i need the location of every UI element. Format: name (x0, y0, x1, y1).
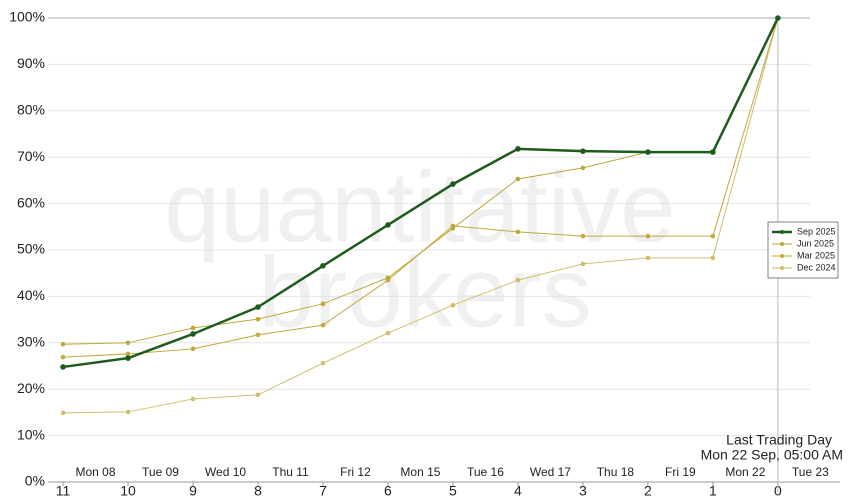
date-label: Thu 18 (597, 465, 635, 479)
point (320, 301, 326, 307)
legend-label: Jun 2025 (797, 238, 834, 248)
point (255, 332, 261, 338)
y-tick-label: 10% (17, 426, 45, 442)
point (580, 261, 586, 267)
x-tick-label: 1 (709, 483, 717, 499)
date-label: Thu 11 (272, 465, 309, 479)
x-tick-label: 7 (319, 483, 327, 499)
x-tick-label: 10 (120, 483, 136, 499)
x-tick-label: 11 (56, 483, 71, 499)
date-label: Mon 22 (725, 465, 765, 479)
point (775, 15, 781, 21)
y-tick-label: 40% (17, 287, 45, 303)
date-label: Wed 10 (205, 465, 246, 479)
date-label: Wed 17 (530, 465, 571, 479)
point (320, 322, 326, 328)
x-tick-label: 8 (254, 483, 262, 499)
point (60, 364, 66, 370)
y-tick-label: 30% (17, 334, 45, 350)
point (580, 148, 586, 154)
point (60, 410, 66, 416)
annotation: Last Trading Day (726, 432, 832, 448)
x-tick-label: 9 (189, 483, 197, 499)
y-tick-label: 70% (17, 148, 45, 164)
point (190, 396, 196, 402)
point (385, 222, 391, 228)
point (125, 355, 131, 361)
point (450, 181, 456, 187)
point (515, 176, 521, 182)
series-line (62, 17, 779, 369)
date-label: Tue 09 (142, 465, 179, 479)
y-tick-label: 0% (25, 473, 45, 489)
point (710, 149, 716, 155)
date-label: Fri 19 (665, 465, 696, 479)
point (255, 304, 261, 310)
legend-marker (780, 254, 784, 258)
point (60, 341, 66, 347)
point (190, 346, 196, 352)
x-tick-label: 5 (449, 483, 457, 499)
point (385, 330, 391, 336)
x-tick-label: 3 (579, 483, 587, 499)
point (580, 165, 586, 171)
point (320, 262, 326, 269)
point (125, 340, 131, 346)
point (450, 302, 456, 308)
point (60, 354, 66, 360)
point (515, 277, 521, 283)
y-tick-label: 50% (17, 241, 45, 257)
point (710, 233, 716, 239)
date-label: Mon 15 (400, 465, 440, 479)
legend-label: Sep 2025 (797, 226, 836, 236)
point (645, 255, 651, 261)
point (385, 275, 391, 281)
series-line (63, 17, 779, 414)
point (125, 351, 131, 357)
date-label: Fri 12 (340, 465, 371, 479)
legend-marker (780, 242, 784, 246)
point (710, 255, 716, 261)
point (125, 409, 131, 415)
legend: Sep 2025 Jun 2025 Mar 2025 Dec 2024 (767, 221, 839, 279)
y-tick-label: 80% (17, 102, 45, 118)
point (190, 325, 196, 331)
y-tick-label: 100% (9, 9, 45, 25)
watermark: brokers (258, 236, 591, 348)
date-label: Tue 23 (792, 465, 829, 479)
legend-marker (780, 230, 784, 234)
point (580, 233, 586, 239)
point (450, 225, 456, 231)
point (645, 149, 651, 155)
x-tick-label: 4 (514, 483, 522, 499)
date-label: Mon 08 (76, 465, 116, 479)
point (320, 360, 326, 366)
x-tick-label: 2 (644, 483, 652, 499)
y-tick-label: 90% (17, 55, 45, 71)
y-tick-label: 60% (17, 194, 45, 210)
legend-label: Dec 2024 (797, 262, 836, 272)
watermark: quantitative (164, 151, 675, 263)
point (255, 392, 261, 398)
legend-label: Mar 2025 (797, 250, 835, 260)
date-label: Tue 16 (467, 465, 504, 479)
x-tick-label: 6 (384, 483, 392, 499)
y-tick-label: 20% (17, 380, 45, 396)
point (515, 229, 521, 235)
point (515, 146, 521, 152)
point (645, 233, 651, 239)
legend-marker (780, 266, 784, 270)
annotation: Mon 22 Sep, 05:00 AM (701, 447, 843, 463)
point (255, 316, 261, 322)
point (190, 331, 196, 337)
